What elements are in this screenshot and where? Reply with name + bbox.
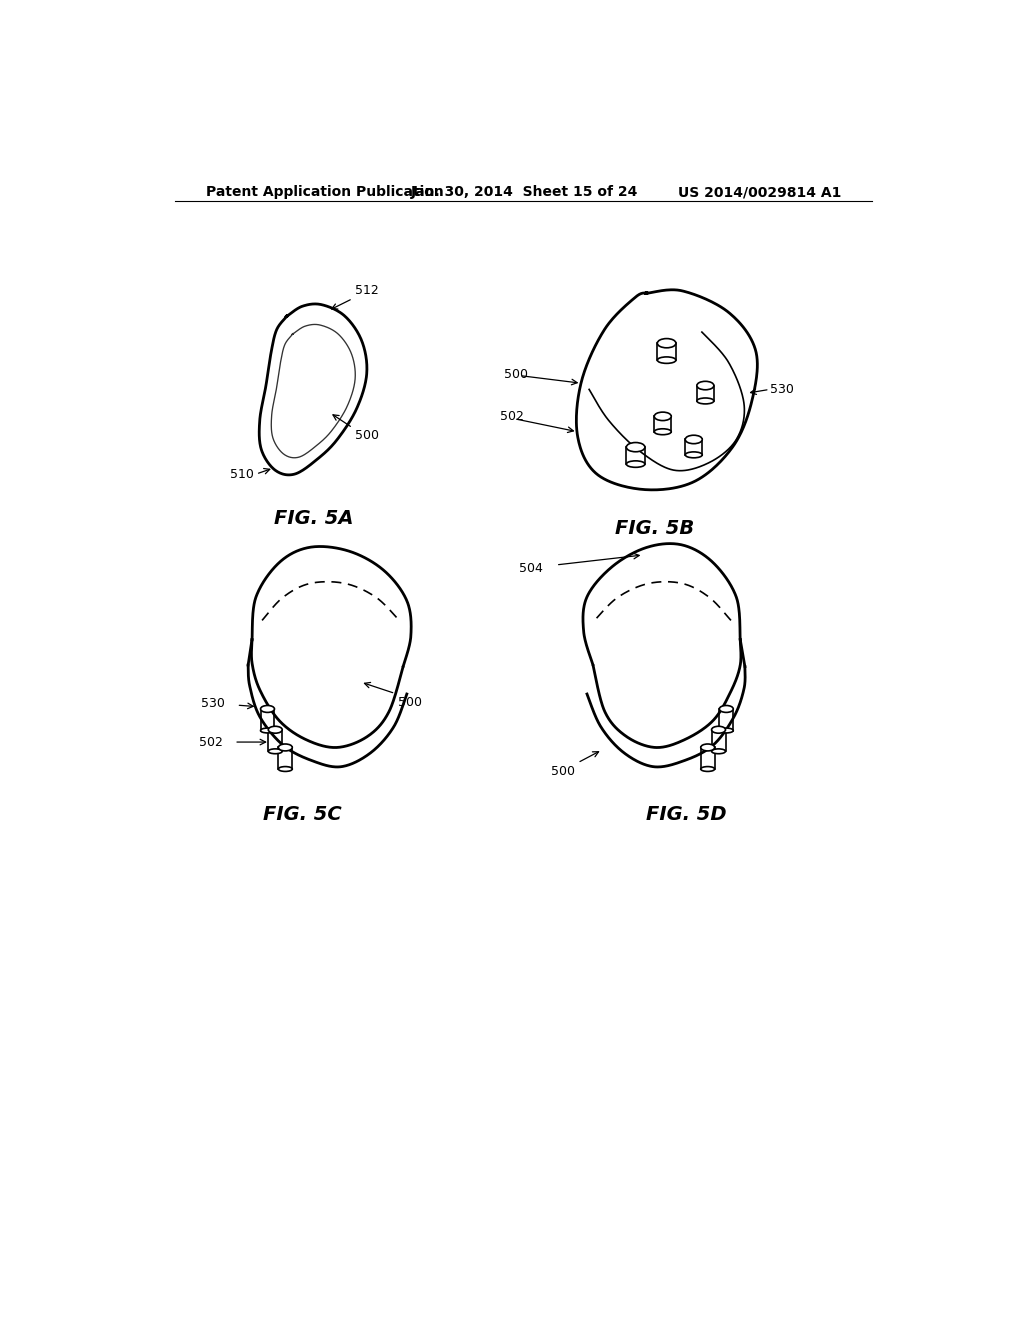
Ellipse shape — [268, 726, 283, 733]
Ellipse shape — [685, 451, 702, 458]
Ellipse shape — [279, 744, 292, 751]
Ellipse shape — [654, 429, 672, 434]
Text: Jan. 30, 2014  Sheet 15 of 24: Jan. 30, 2014 Sheet 15 of 24 — [411, 185, 639, 199]
Text: FIG. 5B: FIG. 5B — [615, 519, 694, 537]
Ellipse shape — [697, 381, 714, 389]
Ellipse shape — [654, 412, 672, 421]
Ellipse shape — [700, 767, 715, 771]
Ellipse shape — [268, 748, 283, 754]
Ellipse shape — [700, 744, 715, 751]
Text: 500: 500 — [551, 766, 575, 779]
Text: 510: 510 — [229, 467, 254, 480]
Text: 504: 504 — [519, 561, 543, 574]
Ellipse shape — [279, 767, 292, 771]
Text: FIG. 5C: FIG. 5C — [263, 805, 342, 824]
Ellipse shape — [657, 339, 676, 348]
Ellipse shape — [719, 729, 733, 733]
Ellipse shape — [712, 726, 726, 733]
Text: 500: 500 — [397, 696, 422, 709]
Text: 500: 500 — [504, 367, 528, 380]
Text: 500: 500 — [355, 429, 379, 442]
Text: 502: 502 — [500, 409, 524, 422]
Text: FIG. 5D: FIG. 5D — [646, 805, 726, 824]
Ellipse shape — [685, 436, 702, 444]
Text: 530: 530 — [201, 697, 225, 710]
Ellipse shape — [627, 461, 645, 467]
Text: FIG. 5A: FIG. 5A — [274, 508, 353, 528]
Text: Patent Application Publication: Patent Application Publication — [206, 185, 443, 199]
Text: 502: 502 — [200, 735, 223, 748]
Text: US 2014/0029814 A1: US 2014/0029814 A1 — [678, 185, 841, 199]
Ellipse shape — [260, 705, 274, 713]
Ellipse shape — [260, 729, 274, 733]
Ellipse shape — [719, 705, 733, 713]
Text: 512: 512 — [355, 284, 379, 297]
Ellipse shape — [697, 399, 714, 404]
Ellipse shape — [657, 356, 676, 363]
Text: 530: 530 — [770, 383, 794, 396]
Ellipse shape — [627, 442, 645, 451]
Ellipse shape — [712, 748, 726, 754]
